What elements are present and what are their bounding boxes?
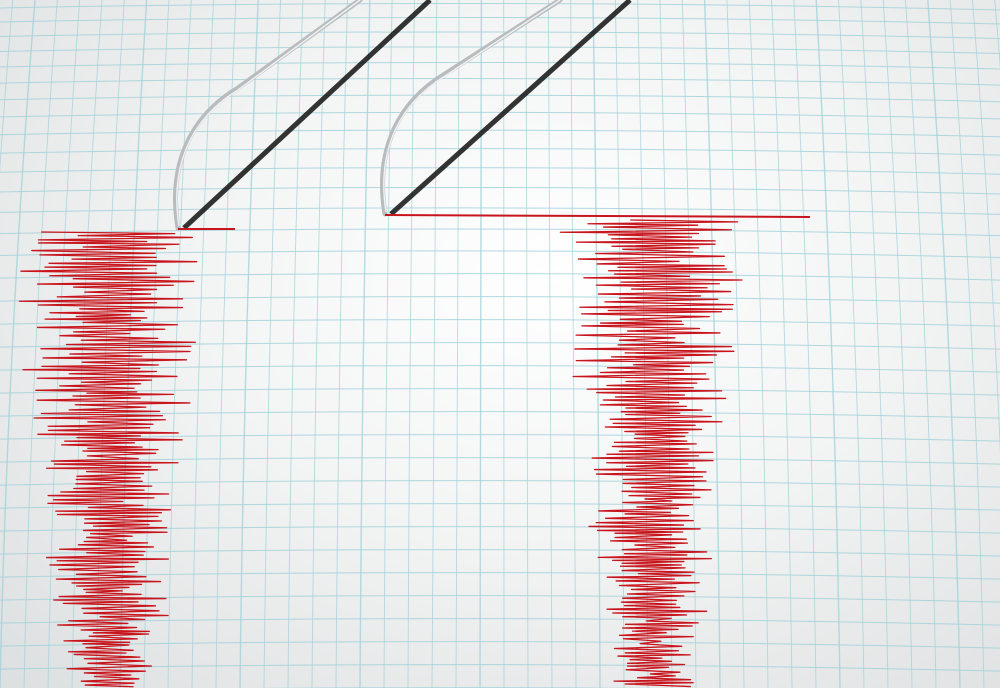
grid-line-vertical [191, 0, 215, 688]
grid-line-vertical [681, 0, 697, 688]
grid-line-horizontal [0, 111, 1000, 120]
grid-line-vertical [949, 0, 985, 688]
grid-line-vertical [335, 0, 348, 688]
grid-line-horizontal [0, 46, 1000, 54]
grid-line-vertical [263, 0, 281, 688]
grid-line-vertical [882, 0, 913, 688]
grid-line-horizontal [0, 94, 1000, 103]
grid-line-vertical [455, 0, 460, 688]
grid-line-vertical [383, 0, 393, 688]
grid-line-vertical [167, 0, 192, 688]
left-trace [18, 231, 198, 688]
grid-line-vertical [23, 0, 58, 688]
grid-line-horizontal [0, 480, 1000, 488]
grid-line-horizontal [0, 148, 1000, 156]
grid-line-vertical [143, 0, 170, 688]
grid-line-horizontal [0, 16, 1000, 25]
grid-line-vertical [359, 0, 371, 688]
grid-line-vertical [431, 0, 438, 688]
grid-line-vertical [215, 0, 237, 688]
grid-line-vertical [815, 0, 841, 688]
grid-line-vertical [927, 0, 961, 688]
grid-line-vertical [479, 0, 483, 688]
grid-line-horizontal [0, 457, 1000, 465]
needle-shadow [182, 0, 432, 230]
grid-line-horizontal [0, 186, 1000, 195]
grid-line-horizontal [0, 411, 1000, 419]
grid-line-vertical [793, 0, 817, 688]
seismic-traces [18, 219, 743, 688]
grid-line-horizontal [0, 503, 1000, 511]
baseline-trace [384, 214, 811, 218]
grid-line-vertical [525, 0, 529, 688]
grid-line-vertical [547, 0, 553, 688]
grid-line-horizontal [0, 641, 1000, 649]
grid-line-horizontal [0, 250, 1000, 258]
grid-line-vertical [971, 0, 1000, 454]
grid-line-vertical [570, 0, 577, 688]
grid-line-vertical [239, 0, 259, 688]
grid-line-vertical [771, 0, 793, 688]
grid-line-horizontal [0, 129, 1000, 138]
needle-shadow [389, 0, 632, 216]
grid-line-horizontal [0, 434, 1000, 442]
grid-line-vertical [860, 0, 889, 688]
grid-line-horizontal [0, 167, 1000, 175]
grid-line-vertical [838, 0, 865, 688]
grid-line-vertical [592, 0, 601, 688]
grid-line-vertical [748, 0, 769, 688]
right-trace [559, 219, 743, 688]
grid-line-horizontal [0, 388, 1000, 396]
grid-line-vertical [0, 0, 36, 688]
needle-arm [380, 0, 563, 217]
grid-line-horizontal [0, 31, 1000, 39]
grid-line-vertical [905, 0, 937, 688]
grid-line-vertical [726, 0, 745, 688]
grid-line-horizontal [0, 61, 1000, 70]
grid-line-vertical [47, 0, 81, 688]
grid-line-vertical [287, 0, 304, 688]
grid-line-vertical [614, 0, 625, 688]
needles [173, 0, 811, 231]
needle-arm [173, 0, 363, 231]
grid-line-horizontal [0, 342, 1000, 350]
grid-line-horizontal [0, 365, 1000, 373]
grid-line-horizontal [0, 549, 1000, 557]
grid-line-horizontal [0, 572, 1000, 580]
needle-highlight [176, 0, 361, 227]
grid-line-horizontal [0, 228, 1000, 237]
grid-line-horizontal [0, 273, 1000, 281]
grid-line-vertical [0, 0, 14, 173]
grid-line-horizontal [0, 2, 1000, 11]
grid-line-horizontal [0, 78, 1000, 86]
grid-line-vertical [703, 0, 721, 688]
grid-line-horizontal [0, 618, 1000, 626]
needle-highlight [383, 0, 561, 213]
grid-line-horizontal [0, 207, 1000, 215]
